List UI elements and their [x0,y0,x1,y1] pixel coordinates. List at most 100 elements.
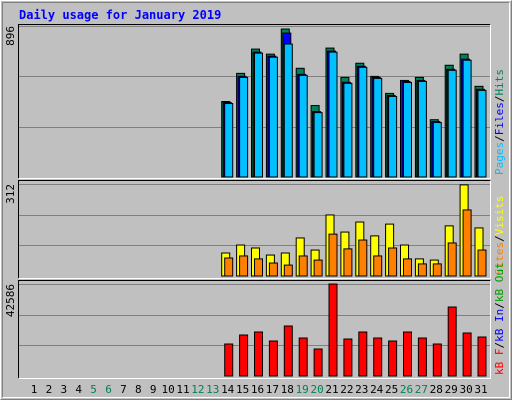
x-tick-label: 15 [236,383,249,396]
bar [417,337,427,377]
legend-entry: Sites [493,242,506,275]
bar [462,209,472,277]
x-tick-label: 2 [46,383,53,396]
x-tick-label: 27 [415,383,428,396]
bar [388,247,398,277]
y-tick-label: 312 [4,184,17,204]
bar [432,122,442,178]
legend: Sites/Visits [493,196,506,276]
x-tick-label: 30 [459,383,472,396]
panel-bevel-light [18,280,491,379]
bar [239,334,249,377]
bar [343,248,353,277]
bar [313,259,323,277]
panel-bevel-light [18,24,491,179]
bar [373,255,383,277]
bar [432,263,442,277]
x-tick-label: 16 [251,383,264,396]
x-tick-label: 11 [176,383,189,396]
panel-bevel-light [18,180,491,279]
legend-entry: Hits [493,69,506,96]
legend-entry: Pages [493,142,506,175]
bar [298,337,308,377]
x-tick-label: 19 [296,383,309,396]
bar [462,332,472,377]
x-tick-label: 31 [474,383,487,396]
bar [298,255,308,277]
bar [224,257,234,277]
bar [283,325,293,377]
bar [373,337,383,377]
y-tick-label: 896 [4,26,17,46]
bar [403,331,412,377]
bar [239,255,249,277]
panel-bevel-dark [18,180,491,279]
x-tick-label: 13 [206,383,219,396]
bar [388,95,398,178]
legend-separator: / [493,96,506,103]
y-tick-label: 42586 [4,284,17,317]
panel-bevel-dark [18,24,491,179]
chart-title: Daily usage for January 2019 [19,8,221,22]
bar [417,80,427,178]
x-tick-label: 10 [161,383,174,396]
legend-entry: kB In [493,309,506,342]
bar [343,338,353,377]
legend-entry: Visits [493,196,506,236]
x-tick-label: 17 [266,383,279,396]
legend-entry: kB F [493,349,506,376]
x-tick-label: 22 [340,383,353,396]
bar [462,59,472,178]
bar [447,306,457,377]
bar [432,343,442,377]
bar [403,258,412,277]
bar [447,242,457,277]
bar [239,76,249,178]
legend-separator: / [493,235,506,242]
bar [358,239,368,277]
x-tick-label: 9 [150,383,157,396]
x-tick-label: 25 [385,383,398,396]
panel-bevel-dark [18,280,491,379]
x-tick-label: 14 [221,383,235,396]
bar [313,112,323,178]
bar [298,74,308,178]
bar [328,233,338,277]
bar [343,82,353,178]
legend: Pages/Files/Hits [493,69,506,175]
x-tick-label: 18 [281,383,294,396]
x-tick-label: 1 [31,383,38,396]
bar [283,264,293,277]
bar [477,249,487,277]
x-tick-label: 8 [135,383,142,396]
x-tick-label: 21 [325,383,338,396]
bar [224,103,234,178]
x-tick-label: 24 [370,383,384,396]
x-tick-label: 23 [355,383,368,396]
bar [254,52,263,178]
bar [328,51,338,178]
bar [417,263,427,277]
bar [254,258,263,277]
legend-separator: / [493,302,506,309]
legend-entry: Files [493,102,506,135]
x-tick-label: 3 [60,383,67,396]
bar [224,343,234,377]
bar [358,331,368,377]
bar [447,69,457,178]
bar [358,66,368,178]
bar [268,262,278,277]
legend-separator: / [493,135,506,142]
legend-entry: kB Out [493,262,506,302]
bar [477,89,487,178]
bar [268,340,278,377]
bar [477,336,487,377]
legend-separator: / [493,342,506,349]
bar [283,43,293,178]
bar [313,348,323,377]
x-tick-label: 28 [430,383,443,396]
